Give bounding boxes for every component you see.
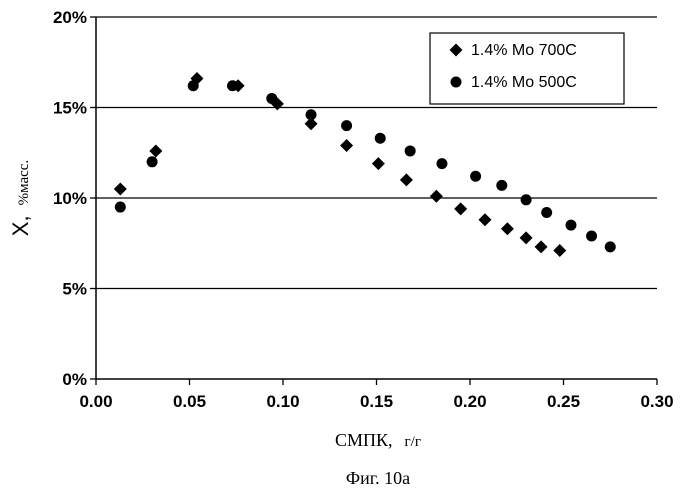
y-axis-unit: %масс. — [16, 160, 32, 206]
data-point-diamond — [400, 173, 413, 186]
data-point-circle — [115, 202, 126, 213]
data-point-diamond — [149, 144, 162, 157]
data-point-circle — [605, 241, 616, 252]
y-tick-label: 5% — [62, 280, 87, 299]
legend-label-series-1: 1.4% Mo 700C — [471, 42, 577, 59]
x-tick-label: 0.25 — [547, 392, 580, 411]
data-point-circle — [436, 158, 447, 169]
legend-marker-circle — [451, 77, 462, 88]
data-point-circle — [541, 207, 552, 218]
data-point-circle — [565, 220, 576, 231]
x-tick-label: 0.20 — [453, 392, 486, 411]
y-axis-title: X, %масс. — [8, 160, 33, 236]
data-point-diamond — [553, 244, 566, 257]
data-point-circle — [341, 120, 352, 131]
data-point-diamond — [478, 213, 491, 226]
y-tick-label: 0% — [62, 370, 87, 389]
data-point-diamond — [454, 202, 467, 215]
data-point-circle — [470, 171, 481, 182]
y-tick-label: 15% — [53, 99, 87, 118]
data-point-circle — [586, 231, 597, 242]
data-point-diamond — [114, 182, 127, 195]
data-point-diamond — [535, 240, 548, 253]
x-ticks: 0.00 0.05 0.10 0.15 0.20 0.25 0.30 — [79, 379, 673, 411]
data-point-circle — [496, 180, 507, 191]
data-point-diamond — [372, 157, 385, 170]
data-point-diamond — [430, 190, 443, 203]
y-tick-label: 20% — [53, 8, 87, 27]
data-point-circle — [188, 80, 199, 91]
x-axis-unit: г/г — [405, 434, 421, 450]
data-point-diamond — [520, 231, 533, 244]
data-point-circle — [306, 109, 317, 120]
legend: 1.4% Mo 700C 1.4% Mo 500C — [430, 33, 624, 104]
data-point-diamond — [501, 222, 514, 235]
data-point-circle — [266, 93, 277, 104]
data-point-circle — [521, 194, 532, 205]
data-point-circle — [405, 145, 416, 156]
data-point-circle — [375, 133, 386, 144]
x-axis-label: СМПК, — [335, 430, 393, 450]
y-axis-label: X, — [8, 215, 33, 236]
data-point-circle — [227, 80, 238, 91]
x-tick-label: 0.10 — [266, 392, 299, 411]
y-tick-label: 10% — [53, 189, 87, 208]
data-point-circle — [147, 156, 158, 167]
x-tick-label: 0.05 — [173, 392, 206, 411]
x-tick-label: 0.00 — [79, 392, 112, 411]
svg-text:X, %масс.: X, %масс. — [8, 160, 33, 236]
data-point-diamond — [340, 139, 353, 152]
legend-label-series-2: 1.4% Mo 500C — [471, 74, 577, 91]
x-axis-title: СМПК, г/г — [335, 430, 421, 450]
x-tick-label: 0.15 — [360, 392, 393, 411]
x-tick-label: 0.30 — [640, 392, 673, 411]
figure-caption: Фиг. 10а — [346, 468, 410, 488]
y-ticks: 0% 5% 10% 15% 20% — [53, 8, 96, 389]
